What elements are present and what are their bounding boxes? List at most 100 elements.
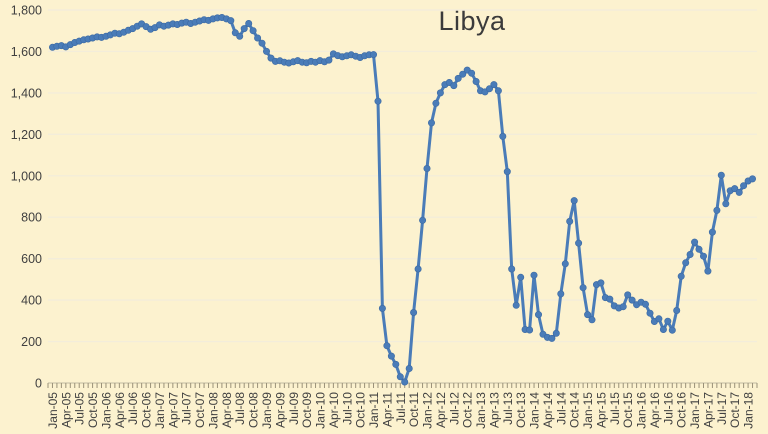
x-tick-label: Jan-17 xyxy=(688,392,702,429)
x-tick-label: Apr-17 xyxy=(701,392,715,428)
y-tick-label: 1,000 xyxy=(11,169,42,183)
x-tick-label: Oct-13 xyxy=(514,392,528,428)
data-point xyxy=(494,87,502,95)
data-point xyxy=(503,168,511,176)
data-point xyxy=(659,325,667,333)
data-point xyxy=(641,300,649,308)
x-tick-label: Apr-06 xyxy=(113,392,127,428)
x-tick-label: Apr-12 xyxy=(434,392,448,428)
data-point xyxy=(396,373,404,381)
x-tick-label: Oct-07 xyxy=(193,392,207,428)
data-point xyxy=(512,301,520,309)
data-point xyxy=(378,304,386,312)
data-point xyxy=(387,352,395,360)
data-point xyxy=(584,311,592,319)
data-point xyxy=(557,290,565,298)
x-tick-label: Oct-09 xyxy=(300,392,314,428)
data-point xyxy=(735,188,743,196)
x-tick-label: Jul-06 xyxy=(126,392,140,425)
data-points xyxy=(48,14,756,386)
chart-title: Libya xyxy=(438,6,506,36)
data-point xyxy=(548,334,556,342)
data-point xyxy=(401,378,409,386)
x-tick-label: Jan-09 xyxy=(260,392,274,429)
y-gridlines xyxy=(48,9,757,384)
x-tick-label: Jul-17 xyxy=(715,392,729,425)
y-tick-label: 800 xyxy=(21,211,42,225)
data-point xyxy=(717,171,725,179)
data-point xyxy=(258,39,266,47)
x-tick-label: Jan-05 xyxy=(46,392,60,429)
x-tick-label: Jan-13 xyxy=(474,392,488,429)
data-point xyxy=(383,342,391,350)
y-tick-label: 600 xyxy=(21,252,42,266)
x-tick-label: Jul-13 xyxy=(501,392,515,425)
x-tick-label: Jul-09 xyxy=(287,392,301,425)
data-point xyxy=(566,217,574,225)
x-tick-label: Apr-07 xyxy=(166,392,180,428)
data-point xyxy=(695,245,703,253)
x-tick-label: Apr-11 xyxy=(380,392,394,427)
x-tick-label: Jan-18 xyxy=(742,392,756,429)
data-point xyxy=(713,206,721,214)
data-point xyxy=(392,360,400,368)
y-tick-label: 1,400 xyxy=(11,86,42,100)
data-point xyxy=(414,265,422,273)
data-point xyxy=(708,228,716,236)
data-point xyxy=(517,273,525,281)
x-tick-label: Jan-16 xyxy=(635,392,649,429)
data-point xyxy=(628,296,636,304)
data-point xyxy=(561,260,569,268)
data-point xyxy=(619,303,627,311)
data-point xyxy=(624,291,632,299)
series-line xyxy=(51,16,754,384)
x-tick-label: Jan-11 xyxy=(367,392,381,428)
data-point xyxy=(664,317,672,325)
x-tick-label: Oct-06 xyxy=(140,392,154,428)
y-tick-label: 200 xyxy=(21,335,42,349)
data-point xyxy=(655,315,663,323)
x-tick-label: Oct-16 xyxy=(675,392,689,428)
data-point xyxy=(245,19,253,27)
data-point xyxy=(570,197,578,205)
data-point xyxy=(374,97,382,105)
x-tick-label: Oct-17 xyxy=(728,392,742,428)
x-axis-labels: Jan-05 Apr-05 Jul-05 Oct-05 Jan-06 Apr-06 Jul-… xyxy=(46,392,756,429)
data-point xyxy=(526,326,534,334)
x-tick-label: Jul-08 xyxy=(233,392,247,425)
x-tick-label: Oct-10 xyxy=(354,392,368,428)
data-point xyxy=(468,69,476,77)
x-tick-label: Jan-14 xyxy=(528,392,542,429)
data-point xyxy=(325,56,333,64)
x-tick-label: Apr-13 xyxy=(487,392,501,428)
data-point xyxy=(405,364,413,372)
data-point xyxy=(682,259,690,267)
x-tick-label: Apr-16 xyxy=(648,392,662,428)
data-point xyxy=(686,251,694,259)
data-point xyxy=(254,34,262,42)
data-point xyxy=(410,308,418,316)
data-point xyxy=(427,119,435,127)
data-point xyxy=(588,316,596,324)
y-tick-label: 1,800 xyxy=(11,4,42,18)
data-point xyxy=(450,82,458,90)
data-point xyxy=(668,326,676,334)
data-point xyxy=(530,271,538,279)
data-point xyxy=(740,182,748,190)
data-point xyxy=(227,17,235,25)
data-point xyxy=(369,51,377,59)
x-tick-label: Apr-09 xyxy=(273,392,287,428)
x-tick-label: Jan-06 xyxy=(99,392,113,429)
data-point xyxy=(249,27,257,35)
data-point xyxy=(508,265,516,273)
data-point xyxy=(597,279,605,287)
data-point xyxy=(240,25,248,33)
data-point xyxy=(691,238,699,246)
y-tick-label: 400 xyxy=(21,294,42,308)
x-tick-label: Jul-16 xyxy=(661,392,675,425)
x-tick-label: Jul-14 xyxy=(554,392,568,425)
data-point xyxy=(490,81,498,89)
x-tick-label: Jan-12 xyxy=(421,392,435,429)
data-point xyxy=(432,99,440,107)
